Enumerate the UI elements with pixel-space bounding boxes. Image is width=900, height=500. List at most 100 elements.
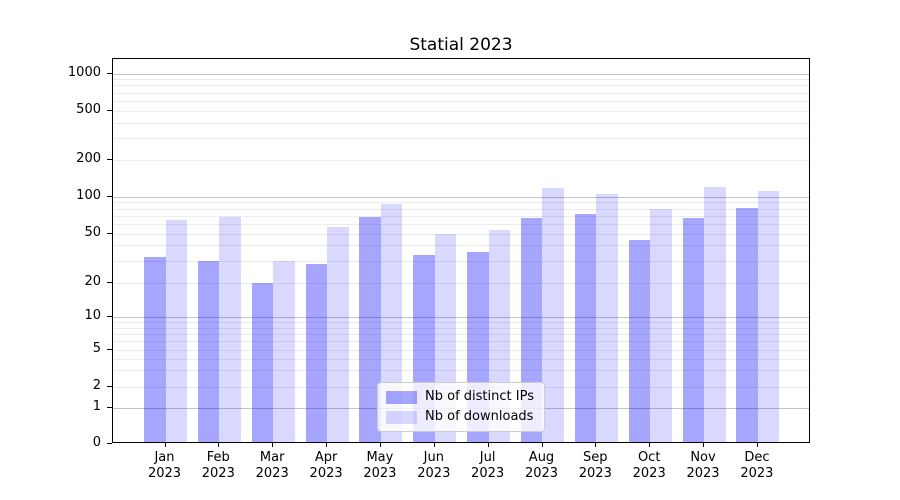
x-tick-label-line: Jun	[423, 450, 444, 465]
gridline-minor	[113, 334, 809, 335]
y-tick-label: 10	[84, 308, 101, 323]
y-tick	[107, 349, 112, 350]
gridline-minor	[113, 138, 809, 140]
x-tick-label-line: Jan	[154, 450, 175, 465]
bar-distinct-ips-nov	[682, 218, 704, 442]
gridline-minor	[113, 79, 809, 81]
x-tick-label: May 2023	[352, 450, 408, 481]
gridline-minor	[113, 100, 809, 102]
x-tick-label-line: 2023	[147, 465, 182, 481]
x-tick	[164, 443, 166, 447]
x-tick-label: Aug 2023	[514, 450, 570, 481]
gridline-minor	[113, 358, 809, 360]
x-tick-label-line: Dec	[744, 450, 770, 465]
y-tick-label: 20	[84, 273, 101, 289]
x-tick-label: Dec 2023	[729, 450, 785, 481]
gridline-minor	[113, 85, 809, 87]
bar-distinct-ips-jan	[144, 257, 166, 442]
y-tick-label: 500	[76, 101, 101, 117]
bar-downloads-feb	[219, 216, 241, 442]
x-tick-label-line: 2023	[255, 465, 289, 481]
gridline-minor	[113, 208, 809, 210]
gridline-minor	[113, 233, 809, 235]
bar-distinct-ips-dec	[736, 207, 758, 442]
x-tick-label-line: Aug	[528, 450, 555, 465]
y-tick-label: 200	[76, 151, 101, 166]
x-tick-label-line: 2023	[309, 465, 343, 481]
bar-distinct-ips-apr	[305, 264, 328, 442]
gridline-minor	[113, 341, 809, 343]
x-tick-label-line: Oct	[637, 450, 661, 465]
bar-downloads-mar	[273, 260, 295, 442]
x-tick-label: Mar 2023	[244, 450, 300, 481]
gridline-minor	[113, 160, 809, 161]
x-tick-label: Nov 2023	[675, 450, 731, 481]
y-tick	[107, 316, 112, 317]
bar-distinct-ips-sep	[574, 213, 597, 442]
x-tick-label-line: Apr	[314, 450, 338, 465]
y-tick	[107, 195, 112, 197]
x-tick	[433, 443, 435, 447]
y-tick-label: 5	[92, 341, 101, 356]
gridline-minor	[113, 202, 809, 204]
x-tick-label: Sep 2023	[567, 450, 623, 481]
bar-distinct-ips-feb	[197, 260, 220, 442]
x-tick	[218, 443, 220, 447]
gridline-minor	[113, 327, 809, 329]
x-tick-label-line: 2023	[578, 465, 612, 481]
x-tick-label: Feb 2023	[190, 450, 246, 481]
y-tick-label: 1	[92, 398, 101, 414]
y-tick	[107, 159, 112, 160]
x-tick-label-line: 2023	[740, 465, 774, 481]
x-tick-label-line: 2023	[524, 465, 559, 481]
gridline-major	[113, 317, 809, 318]
y-tick	[107, 232, 112, 234]
x-tick	[272, 443, 274, 447]
x-tick-label-line: 2023	[686, 465, 720, 481]
x-tick	[703, 443, 704, 447]
x-tick-label-line: 2023	[471, 465, 505, 481]
x-tick	[379, 443, 381, 447]
x-tick	[649, 443, 651, 447]
x-tick	[595, 443, 597, 447]
x-tick-label: Apr 2023	[298, 450, 354, 481]
x-tick-label-line: 2023	[363, 465, 397, 481]
gridline-minor	[113, 322, 809, 323]
x-tick-label-line: 2023	[201, 465, 235, 481]
gridline-minor	[113, 223, 809, 225]
bar-downloads-nov	[704, 186, 726, 442]
gridline-minor	[113, 350, 809, 351]
x-tick-label-line: Sep	[583, 450, 608, 465]
bar-distinct-ips-mar	[251, 283, 274, 442]
plot-area: Nb of distinct IPs Nb of downloads	[112, 58, 810, 443]
y-tick	[107, 385, 112, 387]
legend-swatch-downloads-icon	[386, 410, 418, 424]
x-tick	[756, 443, 758, 447]
y-tick	[107, 281, 112, 283]
y-tick-label: 2	[92, 377, 101, 393]
bar-downloads-oct	[650, 209, 672, 442]
legend-item-distinct-ips: Nb of distinct IPs	[386, 389, 534, 405]
gridline-minor	[113, 215, 809, 217]
gridline-major	[113, 196, 809, 198]
x-tick	[541, 443, 543, 447]
y-tick	[107, 406, 112, 408]
y-tick	[107, 72, 112, 74]
bar-downloads-sep	[596, 193, 618, 442]
y-tick	[107, 109, 112, 111]
legend-item-downloads: Nb of downloads	[386, 409, 534, 425]
x-tick-label-line: Jul	[479, 450, 496, 465]
x-tick-label-line: Feb	[206, 450, 230, 465]
bar-distinct-ips-oct	[628, 239, 651, 442]
chart-title: Statial 2023	[409, 35, 513, 55]
legend-label-distinct-ips: Nb of distinct IPs	[425, 389, 534, 404]
legend: Nb of distinct IPs Nb of downloads	[377, 382, 545, 432]
gridline-minor	[113, 110, 809, 112]
x-tick-label: Oct 2023	[621, 450, 677, 481]
x-tick-label-line: May	[366, 450, 394, 465]
bar-downloads-apr	[327, 227, 349, 442]
x-tick	[487, 443, 489, 447]
y-tick-label: 0	[92, 435, 101, 450]
gridline-minor	[113, 122, 809, 124]
